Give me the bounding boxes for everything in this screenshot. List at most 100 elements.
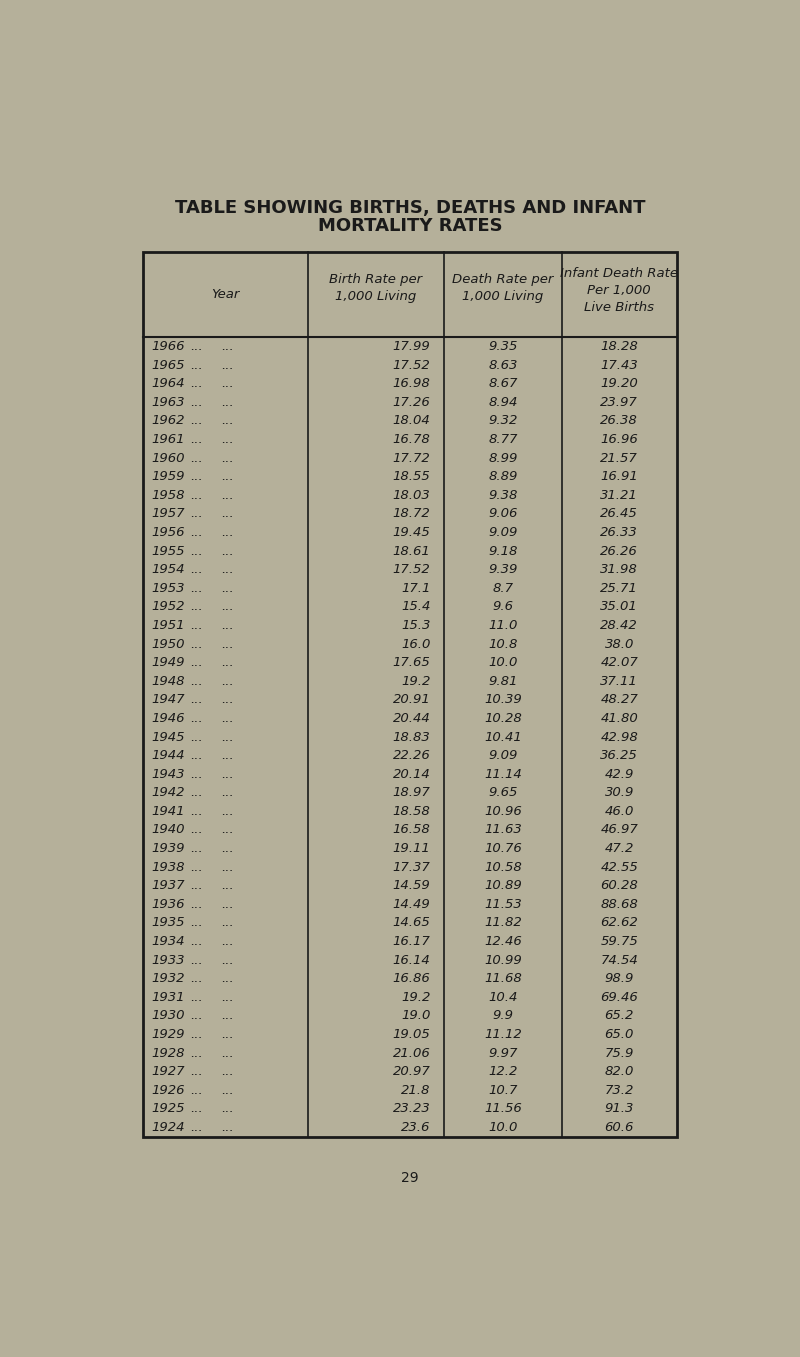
Text: 1964: 1964 <box>151 377 185 391</box>
Text: ...: ... <box>221 749 234 763</box>
Text: 10.8: 10.8 <box>488 638 518 650</box>
Text: 18.83: 18.83 <box>393 730 430 744</box>
Text: 11.68: 11.68 <box>484 972 522 985</box>
Text: 1935: 1935 <box>151 916 185 930</box>
Text: ...: ... <box>190 489 202 502</box>
Text: ...: ... <box>190 1010 202 1022</box>
Text: 17.72: 17.72 <box>393 452 430 464</box>
Text: ...: ... <box>221 433 234 446</box>
Text: 9.35: 9.35 <box>488 341 518 353</box>
Text: ...: ... <box>221 916 234 930</box>
Text: 1929: 1929 <box>151 1029 185 1041</box>
Text: ...: ... <box>190 471 202 483</box>
Text: 31.21: 31.21 <box>600 489 638 502</box>
Text: 1933: 1933 <box>151 954 185 966</box>
Text: 18.72: 18.72 <box>393 508 430 521</box>
Text: 17.99: 17.99 <box>393 341 430 353</box>
Text: 1951: 1951 <box>151 619 185 632</box>
Text: ...: ... <box>190 674 202 688</box>
Text: ...: ... <box>221 563 234 577</box>
Text: ...: ... <box>221 341 234 353</box>
Text: 1939: 1939 <box>151 843 185 855</box>
Text: 37.11: 37.11 <box>600 674 638 688</box>
Text: ...: ... <box>221 377 234 391</box>
Text: 8.99: 8.99 <box>488 452 518 464</box>
Text: 21.57: 21.57 <box>600 452 638 464</box>
Text: 29: 29 <box>401 1171 419 1186</box>
Text: ...: ... <box>190 843 202 855</box>
Text: 26.33: 26.33 <box>600 527 638 539</box>
Text: 19.20: 19.20 <box>600 377 638 391</box>
Text: 19.2: 19.2 <box>401 674 430 688</box>
Text: 14.49: 14.49 <box>393 898 430 911</box>
Text: ...: ... <box>190 935 202 949</box>
Text: 21.8: 21.8 <box>401 1084 430 1096</box>
Text: 8.94: 8.94 <box>488 396 518 408</box>
Text: 1944: 1944 <box>151 749 185 763</box>
Text: 26.45: 26.45 <box>600 508 638 521</box>
Text: 1930: 1930 <box>151 1010 185 1022</box>
Text: 10.4: 10.4 <box>488 991 518 1004</box>
Text: 1931: 1931 <box>151 991 185 1004</box>
Text: ...: ... <box>190 991 202 1004</box>
Text: ...: ... <box>221 471 234 483</box>
Text: 1952: 1952 <box>151 600 185 613</box>
Text: 42.98: 42.98 <box>600 730 638 744</box>
Text: 1938: 1938 <box>151 860 185 874</box>
Text: ...: ... <box>190 749 202 763</box>
Text: 42.07: 42.07 <box>600 657 638 669</box>
Text: ...: ... <box>221 657 234 669</box>
Text: 23.6: 23.6 <box>401 1121 430 1134</box>
Text: ...: ... <box>221 991 234 1004</box>
Text: ...: ... <box>190 898 202 911</box>
Text: ...: ... <box>190 1065 202 1077</box>
Text: 10.99: 10.99 <box>484 954 522 966</box>
Text: ...: ... <box>190 341 202 353</box>
Text: 8.89: 8.89 <box>488 471 518 483</box>
Text: 9.09: 9.09 <box>488 749 518 763</box>
Text: 1962: 1962 <box>151 414 185 427</box>
Text: 12.2: 12.2 <box>488 1065 518 1077</box>
Text: 16.17: 16.17 <box>393 935 430 949</box>
Text: 15.4: 15.4 <box>401 600 430 613</box>
Text: 38.0: 38.0 <box>605 638 634 650</box>
Text: ...: ... <box>221 619 234 632</box>
Text: ...: ... <box>221 638 234 650</box>
Text: ...: ... <box>190 600 202 613</box>
Text: 1961: 1961 <box>151 433 185 446</box>
Text: 17.65: 17.65 <box>393 657 430 669</box>
Text: 36.25: 36.25 <box>600 749 638 763</box>
Text: 1924: 1924 <box>151 1121 185 1134</box>
Text: 10.0: 10.0 <box>488 1121 518 1134</box>
Text: ...: ... <box>221 1046 234 1060</box>
Text: 9.09: 9.09 <box>488 527 518 539</box>
Text: 9.9: 9.9 <box>493 1010 514 1022</box>
Text: 46.0: 46.0 <box>605 805 634 818</box>
Text: ...: ... <box>221 1102 234 1115</box>
Text: 9.32: 9.32 <box>488 414 518 427</box>
Text: 1954: 1954 <box>151 563 185 577</box>
Text: 10.28: 10.28 <box>484 712 522 725</box>
Text: 22.26: 22.26 <box>393 749 430 763</box>
Text: ...: ... <box>190 693 202 707</box>
Text: ...: ... <box>190 879 202 892</box>
Text: 16.86: 16.86 <box>393 972 430 985</box>
Text: 35.01: 35.01 <box>600 600 638 613</box>
Text: ...: ... <box>221 824 234 836</box>
Text: ...: ... <box>190 563 202 577</box>
Text: ...: ... <box>190 433 202 446</box>
Text: 1927: 1927 <box>151 1065 185 1077</box>
Text: 62.62: 62.62 <box>600 916 638 930</box>
Text: 73.2: 73.2 <box>605 1084 634 1096</box>
Text: 98.9: 98.9 <box>605 972 634 985</box>
Text: ...: ... <box>190 954 202 966</box>
Text: ...: ... <box>221 508 234 521</box>
Text: ...: ... <box>221 879 234 892</box>
Text: 59.75: 59.75 <box>600 935 638 949</box>
Text: Birth Rate per
1,000 Living: Birth Rate per 1,000 Living <box>330 273 422 303</box>
Text: 60.28: 60.28 <box>600 879 638 892</box>
Text: 1943: 1943 <box>151 768 185 780</box>
Text: ...: ... <box>190 638 202 650</box>
Text: 1926: 1926 <box>151 1084 185 1096</box>
Text: 1948: 1948 <box>151 674 185 688</box>
